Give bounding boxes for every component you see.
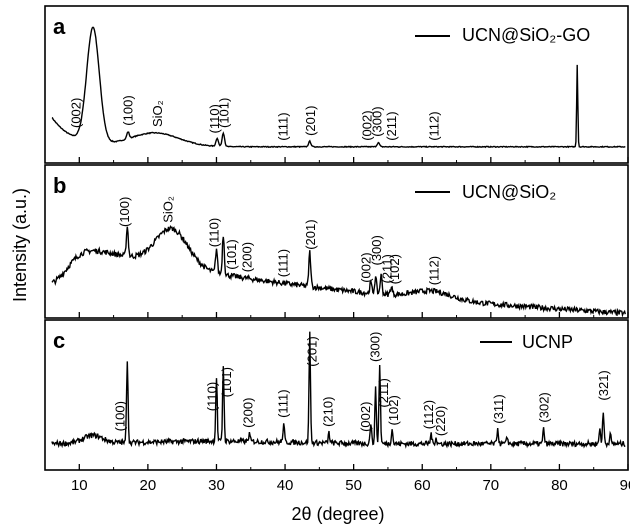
peak-label: (112)	[421, 400, 436, 429]
xrd-curve-b	[51, 224, 626, 318]
panel-frame	[44, 164, 629, 319]
peak-label: (101)	[217, 98, 232, 128]
panel-letter: b	[53, 173, 66, 198]
legend-label: UCN@SiO₂	[462, 182, 556, 202]
x-axis-title: 2θ (degree)	[291, 504, 384, 524]
xrd-curve-c	[51, 331, 626, 449]
peak-label: SiO₂	[150, 100, 165, 127]
peak-label: (302)	[536, 392, 551, 422]
peak-label: (201)	[303, 106, 318, 136]
legend-label: UCN@SiO₂-GO	[462, 25, 590, 45]
x-tick-label: 10	[71, 477, 88, 494]
x-tick-label: 70	[482, 477, 499, 494]
x-tick-label: 50	[345, 477, 362, 494]
peak-label: (300)	[369, 235, 384, 265]
peak-label: (002)	[358, 402, 373, 432]
peak-label: (211)	[379, 254, 394, 283]
peak-label: (300)	[368, 332, 383, 362]
peak-label: (100)	[112, 401, 127, 431]
x-tick-label: 40	[277, 477, 294, 494]
peak-label: (200)	[241, 398, 256, 428]
peak-label: (110)	[206, 218, 221, 247]
panel-frame	[44, 5, 629, 164]
xrd-curve-a	[51, 26, 626, 149]
peak-label: (111)	[276, 112, 291, 140]
peak-label: (002)	[69, 98, 84, 128]
panel-letter: a	[53, 14, 66, 39]
peak-label: (002)	[359, 252, 374, 282]
peak-label: (300)	[370, 106, 385, 136]
panel-frame	[44, 319, 629, 471]
peak-label: (100)	[121, 95, 136, 125]
x-tick-label: 20	[140, 477, 157, 494]
legend-label: UCNP	[522, 332, 573, 352]
peak-label: (211)	[384, 111, 399, 140]
x-tick-label: 80	[551, 477, 568, 494]
panels-group: a UCN@SiO₂-GO(002) (100) SiO₂ (110)(101) (111…	[44, 5, 629, 471]
x-tick-label: 60	[414, 477, 431, 494]
peak-label: (112)	[427, 256, 442, 285]
x-tick-label: 90	[620, 477, 630, 494]
peak-label: (102)	[387, 254, 402, 284]
peak-label: (101)	[219, 367, 234, 397]
peak-label: (211)	[376, 378, 391, 407]
peak-label: (002)	[359, 110, 374, 140]
panel-letter: c	[53, 328, 65, 353]
peak-label: (110)	[207, 104, 222, 133]
peak-label: (321)	[596, 370, 611, 400]
panel-c: c UCNP (100) (110) (101) (200) (111) (201) (210)…	[44, 319, 629, 471]
peak-label: (111)	[276, 249, 291, 277]
peak-label: (101)	[224, 239, 239, 269]
peak-label: (201)	[303, 219, 318, 249]
peak-label: (200)	[239, 242, 254, 272]
peak-label: (100)	[117, 197, 132, 227]
peak-label: SiO₂	[161, 196, 176, 223]
peak-label: (210)	[320, 397, 335, 427]
y-axis-title: Intensity (a.u.)	[10, 188, 30, 302]
peak-label: (311)	[491, 394, 506, 423]
peak-label: (220)	[433, 406, 448, 436]
panel-b: b UCN@SiO₂ (100) SiO₂ (110)(101) (200) (111) (2…	[44, 164, 629, 319]
peak-label: (110)	[204, 382, 219, 411]
x-tick-labels: 10 20 30 40 50 60 70 80 90	[71, 477, 630, 494]
peak-label: (112)	[427, 111, 442, 140]
x-tick-label: 30	[208, 477, 225, 494]
panel-a: a UCN@SiO₂-GO (002) (100) SiO₂ (110)(101) (111…	[44, 5, 629, 164]
peak-label: (102)	[386, 395, 401, 425]
peak-label: (111)	[276, 389, 291, 417]
peak-label: (201)	[305, 336, 320, 366]
